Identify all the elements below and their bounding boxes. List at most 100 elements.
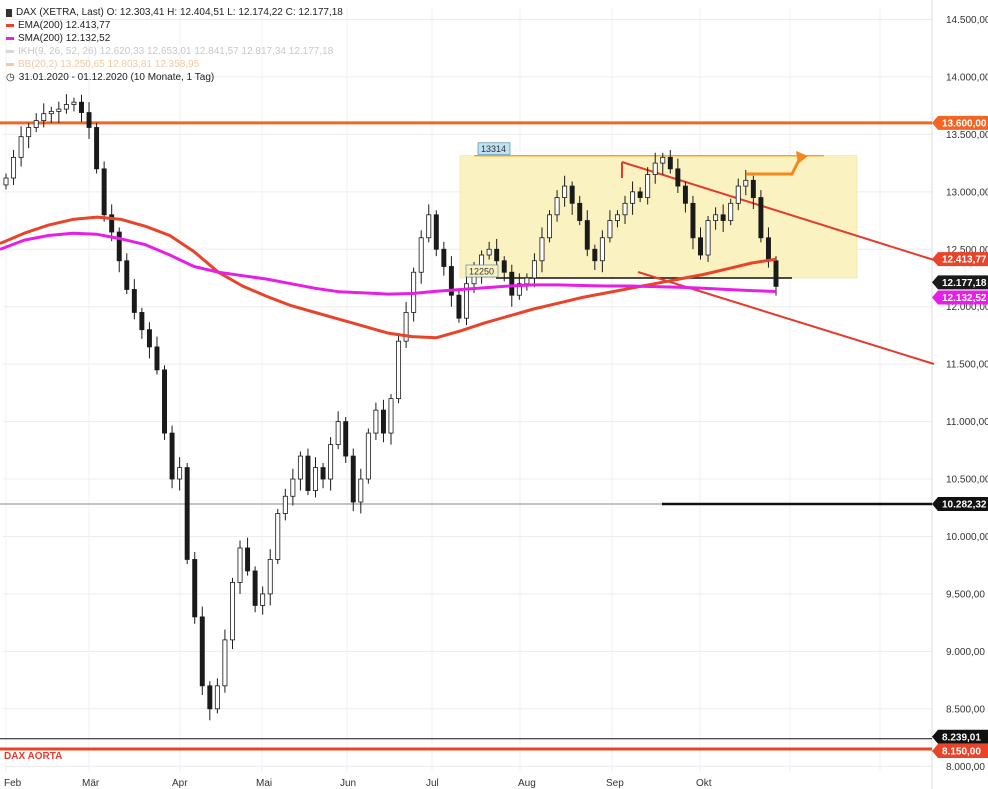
candle-body xyxy=(584,220,590,250)
consolidation-box-layer xyxy=(459,154,858,279)
candle-body xyxy=(48,110,54,115)
candle-body xyxy=(124,260,130,290)
candle-body xyxy=(630,191,636,204)
candle-body xyxy=(698,237,703,256)
candle-body xyxy=(599,237,605,262)
candle-body xyxy=(705,220,711,256)
candle-body xyxy=(86,112,92,128)
price-tag-bg xyxy=(932,729,988,744)
candle-body xyxy=(222,639,228,687)
candle-body xyxy=(328,444,334,480)
y-tick-label: 11.000,00 xyxy=(946,417,988,428)
price-tag: 13.600,00 xyxy=(932,115,988,130)
y-tick-label: 9.000,00 xyxy=(946,647,985,658)
price-tags: 13.600,00 12.413,77 12.177,18 12.132,52 10.2… xyxy=(932,115,988,759)
y-tick-label: 10.500,00 xyxy=(946,475,988,486)
candle-body xyxy=(184,467,190,560)
candle-body xyxy=(297,455,303,480)
legend-main: DAX (XETRA, Last) O: 12.303,41 H: 12.404… xyxy=(6,6,343,19)
candle-body xyxy=(622,202,628,216)
candle-body xyxy=(539,237,545,262)
legend-ema-text: EMA(200) 12.413,77 xyxy=(18,20,111,31)
candle-body xyxy=(267,559,273,595)
candle-body xyxy=(335,421,341,445)
price-tag: 8.150,00 xyxy=(932,744,988,759)
candle-body xyxy=(214,685,220,710)
x-tick-label: Okt xyxy=(696,778,712,789)
x-tick-label: Jul xyxy=(426,778,439,789)
chart-legend: DAX (XETRA, Last) O: 12.303,41 H: 12.404… xyxy=(6,6,343,84)
candle-body xyxy=(245,547,251,572)
candle-body xyxy=(456,294,462,319)
candle-body xyxy=(109,214,115,233)
candle-body xyxy=(56,108,62,112)
price-tag-text: 12.413,77 xyxy=(942,255,987,266)
candle-body xyxy=(229,582,235,641)
y-tick-label: 9.500,00 xyxy=(946,589,985,600)
candle-body xyxy=(418,237,424,273)
candle-body xyxy=(667,156,673,170)
candle-body xyxy=(750,179,756,198)
candle-body xyxy=(365,432,371,480)
candle-body xyxy=(758,197,764,239)
candle-body xyxy=(433,214,439,250)
candle-body xyxy=(169,432,175,480)
y-tick-label: 10.000,00 xyxy=(946,532,988,543)
candle-body xyxy=(660,156,666,164)
candle-body xyxy=(320,467,326,480)
candle-body xyxy=(524,277,530,285)
x-tick-label: Jun xyxy=(340,778,356,789)
candle-body xyxy=(139,312,145,331)
candle-body xyxy=(675,168,681,187)
candle-body xyxy=(305,455,311,491)
candle-body xyxy=(290,478,296,497)
x-tick-label: Mär xyxy=(82,778,100,789)
candle-body xyxy=(162,369,168,434)
candle-body xyxy=(713,214,719,221)
candle-body xyxy=(101,168,107,216)
candle-body xyxy=(313,467,318,491)
annotations-layer: 13314 12250 DAX AORTA xyxy=(4,142,808,762)
chart-grid xyxy=(3,0,933,789)
y-tick-label: 13.500,00 xyxy=(946,130,988,141)
horizontal-levels xyxy=(0,121,932,751)
consolidation-box xyxy=(459,155,858,279)
candle-body xyxy=(637,191,643,198)
box-low-label-bg xyxy=(465,264,499,278)
price-tag-bg xyxy=(932,275,988,290)
candle-body xyxy=(3,177,9,186)
price-tag-bg xyxy=(932,744,988,759)
candle-body xyxy=(26,127,32,138)
legend-period-text: 31.01.2020 - 01.12.2020 (10 Monate, 1 Ta… xyxy=(18,72,215,83)
candle-body xyxy=(396,340,402,400)
candle-body xyxy=(773,260,779,287)
candle-body xyxy=(652,162,658,175)
price-tag-text: 8.150,00 xyxy=(942,747,981,758)
candle-body xyxy=(562,185,568,198)
price-tag: 12.413,77 xyxy=(932,252,988,267)
y-tick-label: 8.000,00 xyxy=(946,762,985,773)
candle-body xyxy=(441,248,447,267)
sma200-line xyxy=(0,231,777,296)
candle-body xyxy=(486,248,492,256)
candle-body xyxy=(690,202,696,239)
downtrend-upper-line xyxy=(621,161,935,261)
sma-swatch-icon xyxy=(6,37,14,40)
candle-body xyxy=(509,271,515,296)
y-tick-label: 12.000,00 xyxy=(946,302,988,313)
price-tag-bg xyxy=(932,115,988,130)
legend-bb-text: BB(20,2) 13.250,65 12.803,81 12.358,95 xyxy=(18,59,200,70)
price-tag-text: 8.239,01 xyxy=(942,732,981,743)
breakout-arrow-line xyxy=(746,157,802,176)
price-tag: 12.132,52 xyxy=(932,290,988,305)
price-tag-text: 10.282,32 xyxy=(942,500,987,511)
price-tag-text: 12.132,52 xyxy=(942,293,987,304)
bb-swatch-icon xyxy=(6,63,14,66)
candle-body xyxy=(645,174,651,198)
downtrend-lower-line xyxy=(637,271,935,365)
candle-body xyxy=(735,185,741,204)
candle-body xyxy=(275,513,281,560)
x-tick-label: Aug xyxy=(518,778,536,789)
candle-body xyxy=(63,104,69,110)
